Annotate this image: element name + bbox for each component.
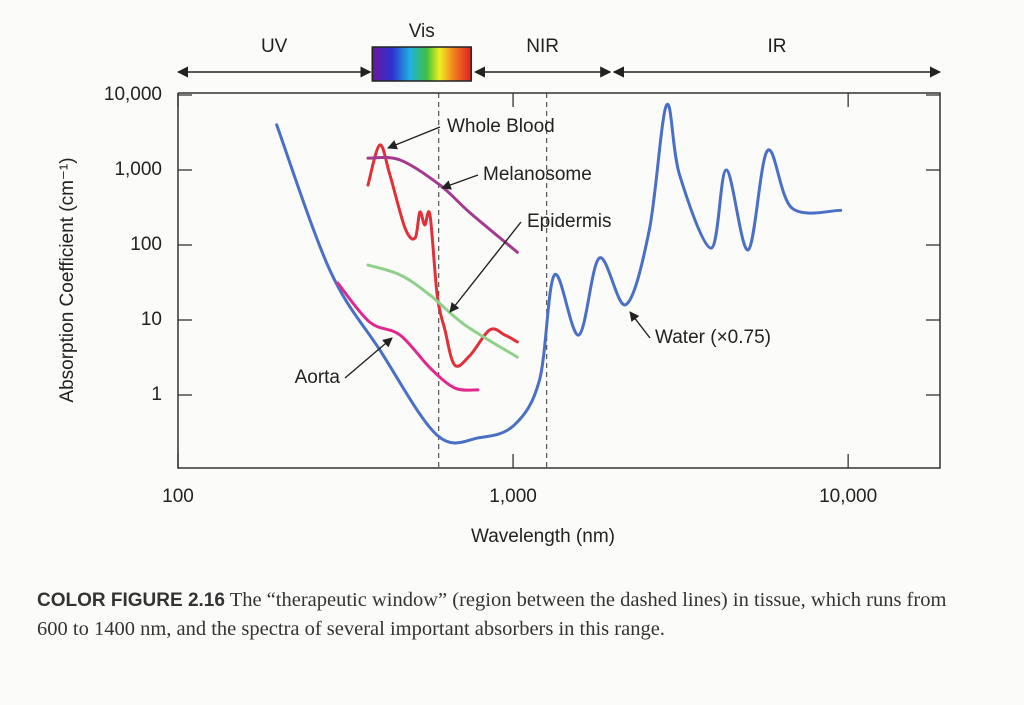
- x-tick-label: 10,000: [819, 486, 877, 507]
- y-tick-label: 1,000: [114, 159, 162, 180]
- region-label: Vis: [409, 21, 435, 42]
- caption-label: COLOR FIGURE 2.16: [37, 590, 225, 611]
- y-axis-label: Absorption Coefficient (cm⁻¹): [57, 157, 78, 402]
- label-arrow: [449, 221, 522, 313]
- series-label: Whole Blood: [447, 116, 555, 137]
- region-label: UV: [261, 36, 288, 57]
- x-axis-label: Wavelength (nm): [471, 526, 615, 547]
- caption: COLOR FIGURE 2.16 The “therapeutic windo…: [37, 586, 967, 644]
- x-tick-label: 100: [162, 486, 194, 507]
- series-label: Epidermis: [527, 211, 611, 232]
- y-tick-label: 10: [141, 309, 162, 330]
- label-arrow: [344, 337, 393, 379]
- region-label: NIR: [526, 36, 559, 57]
- label-arrow: [441, 174, 479, 190]
- caption-text: The “therapeutic window” (region between…: [37, 589, 947, 640]
- series-line: [336, 281, 480, 392]
- series-line: [366, 155, 519, 254]
- series-line: [275, 102, 843, 445]
- y-tick-label: 100: [130, 234, 162, 255]
- y-tick-label: 10,000: [104, 84, 162, 105]
- series-line: [366, 263, 519, 359]
- series-label: Melanosome: [483, 164, 592, 185]
- x-tick-label: 1,000: [489, 486, 537, 507]
- spectrum-box: [371, 46, 472, 82]
- region-label: IR: [767, 36, 786, 57]
- chart: Wavelength (nm) Absorption Coefficient (…: [57, 21, 942, 547]
- plot-frame: [177, 92, 941, 469]
- label-arrow: [387, 126, 441, 150]
- label-arrow: [629, 311, 651, 339]
- series-label: Aorta: [295, 367, 341, 388]
- series-label: Water (×0.75): [655, 327, 771, 348]
- y-tick-label: 1: [151, 384, 162, 405]
